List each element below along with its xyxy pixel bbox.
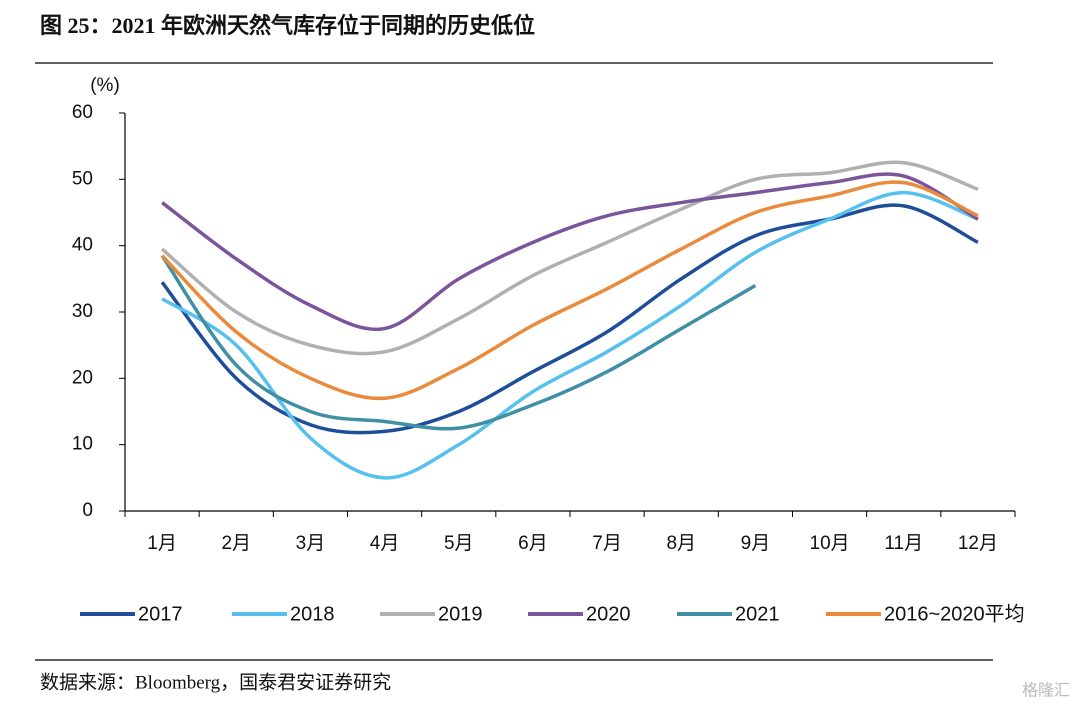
legend-label: 2020 — [586, 603, 631, 625]
legend-label: 2019 — [438, 603, 483, 625]
y-tick-label: 20 — [72, 367, 93, 388]
source-note: 数据来源：Bloomberg，国泰君安证券研究 — [40, 671, 391, 693]
legend-label: 2018 — [290, 603, 335, 625]
y-tick-label: 60 — [72, 102, 93, 123]
x-tick-label: 2月 — [221, 533, 251, 554]
y-tick-label: 40 — [72, 235, 93, 256]
x-tick-label: 5月 — [444, 533, 474, 554]
series-line — [161, 190, 979, 480]
x-tick-label: 6月 — [518, 533, 548, 554]
x-tick-label: 11月 — [884, 533, 923, 554]
x-tick-label: 10月 — [810, 533, 850, 554]
x-tick-label: 7月 — [592, 533, 622, 554]
series-line — [161, 172, 979, 332]
chart-title: 图 25：2021 年欧洲天然气库存位于同期的历史低位 — [40, 13, 535, 38]
x-tick-label: 9月 — [741, 533, 771, 554]
watermark: 格隆汇 — [1022, 682, 1070, 700]
series-line — [160, 254, 757, 431]
x-tick-label: 8月 — [666, 533, 696, 554]
y-axis-label: (%) — [90, 75, 120, 96]
y-tick-label: 30 — [72, 301, 93, 322]
x-tick-label: 3月 — [296, 533, 326, 554]
legend-label: 2016~2020平均 — [884, 602, 1025, 625]
x-tick-label: 4月 — [370, 533, 400, 554]
y-tick-label: 0 — [82, 500, 93, 521]
x-tick-label: 1月 — [147, 533, 177, 554]
series-line — [160, 160, 979, 356]
y-tick-label: 50 — [72, 168, 93, 189]
series-line — [160, 180, 979, 401]
x-tick-label: 12月 — [958, 533, 998, 554]
y-tick-label: 10 — [72, 434, 93, 455]
legend-label: 2021 — [735, 603, 780, 625]
legend-label: 2017 — [138, 603, 183, 625]
